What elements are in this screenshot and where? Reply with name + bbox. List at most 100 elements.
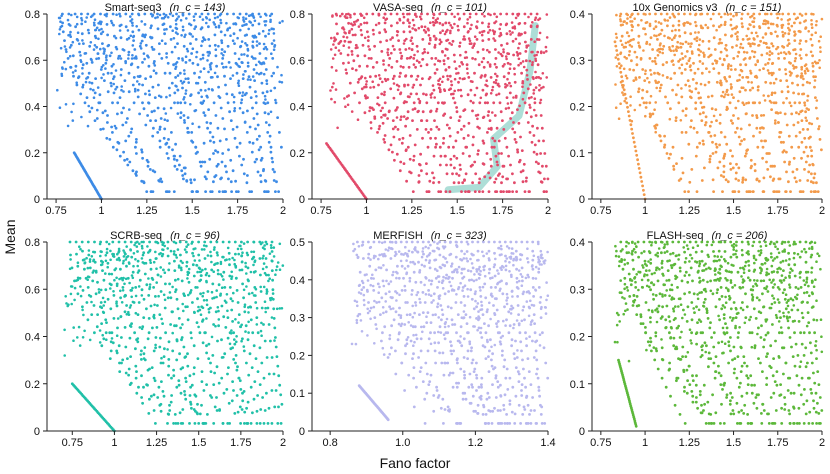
data-point [411,42,414,45]
data-point [217,283,221,287]
data-point [230,190,234,194]
data-point [280,402,284,406]
data-point [86,278,89,282]
data-point [215,240,219,244]
data-point [369,57,373,60]
data-point [426,311,430,314]
data-point [162,293,166,297]
data-point [470,346,473,350]
data-point [243,410,247,414]
data-point [719,79,722,83]
data-point [404,74,408,77]
data-point [130,62,134,65]
data-point [803,101,806,105]
data-point [411,108,415,111]
data-point [331,85,334,89]
data-point [384,300,388,303]
data-point [181,25,185,29]
data-point [729,119,733,122]
data-point [197,253,201,257]
data-point [513,72,516,76]
data-point [196,63,200,67]
data-point [240,98,244,101]
data-point [146,164,150,168]
data-point [388,352,392,356]
data-point [248,85,252,89]
data-point [187,267,191,271]
data-point [419,64,423,68]
data-point [408,279,412,283]
data-point [546,294,550,298]
data-point [141,325,145,329]
data-point [151,85,155,89]
data-point [237,79,240,83]
data-point [406,12,409,16]
data-point [71,119,75,122]
data-point [534,76,538,80]
data-point [458,18,461,21]
data-point [450,264,453,268]
data-point [741,46,745,50]
data-point [438,21,442,25]
data-point [245,361,248,365]
data-point [731,166,735,170]
data-point [701,139,705,143]
data-point [129,248,132,252]
data-point [394,250,397,254]
data-point [244,330,247,333]
data-point [621,23,624,27]
data-point [437,59,440,62]
data-point [635,63,639,67]
data-point [217,318,221,321]
data-point [535,53,538,57]
data-point [653,108,656,111]
data-point [254,57,257,60]
data-point [400,361,404,365]
data-point [168,291,172,294]
data-point [101,269,104,272]
data-point [469,27,472,31]
data-point [522,305,526,309]
data-point [423,264,426,268]
data-point [668,16,672,19]
data-point [226,44,230,48]
data-point [755,116,759,119]
data-point [540,86,543,90]
data-point [503,393,507,397]
data-point [237,313,241,316]
data-point [499,336,503,339]
data-point [255,138,259,141]
data-point [715,28,718,32]
data-point [350,50,354,53]
data-point [104,288,108,292]
data-point [542,346,546,350]
data-point [466,18,470,21]
data-point [410,48,414,52]
data-point [800,72,803,75]
data-point [439,154,443,158]
data-point [377,103,381,107]
data-point [447,325,450,328]
data-point [709,17,713,21]
scatter-points [63,240,285,433]
data-point [780,90,784,94]
y-tick-label: 0 [34,194,40,206]
data-point [203,331,207,335]
data-point [637,34,641,38]
data-point [101,111,105,115]
data-point [225,92,229,96]
data-point [189,400,192,404]
data-point [378,124,382,128]
data-point [490,422,494,425]
data-point [178,240,182,244]
data-point [176,101,180,105]
data-point [140,150,144,154]
data-point [254,301,258,304]
data-point [183,248,187,251]
data-point [645,40,649,44]
data-point [110,125,113,129]
y-tick-label: 0.2 [25,148,40,160]
data-point [456,313,460,316]
data-point [412,333,415,337]
data-point [735,162,738,166]
